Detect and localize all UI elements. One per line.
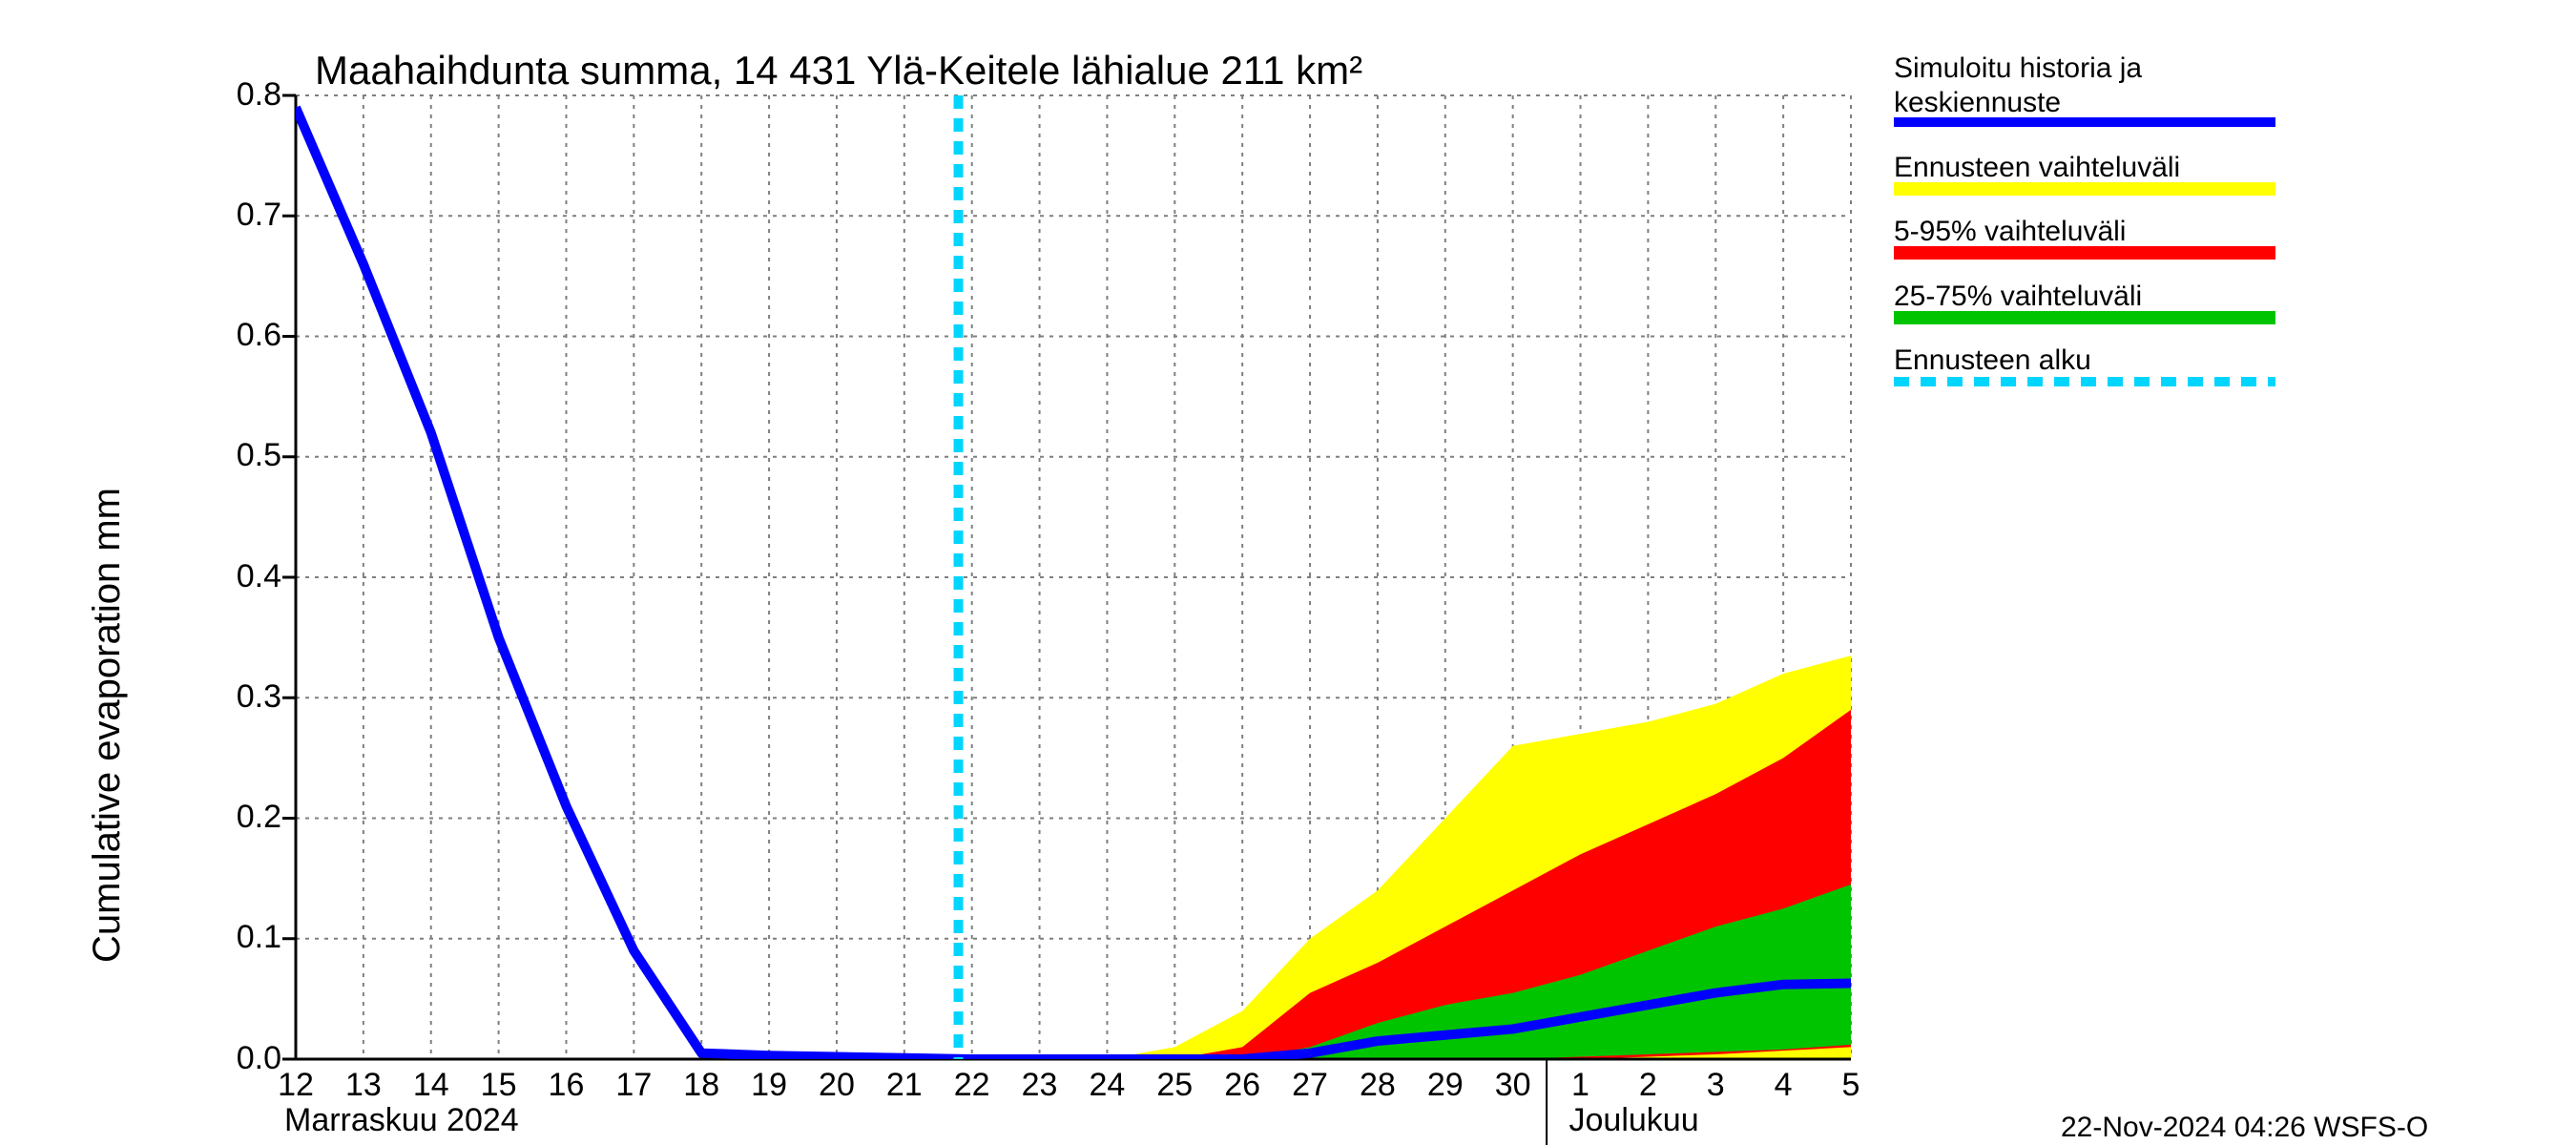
- x-tick-label: 23: [1011, 1067, 1069, 1104]
- x-tick-label: 20: [808, 1067, 865, 1104]
- y-tick-label: 0.5: [196, 437, 281, 474]
- legend-label: keskiennuste: [1894, 87, 2061, 119]
- x-tick-label: 18: [673, 1067, 730, 1104]
- y-tick-label: 0.6: [196, 317, 281, 354]
- plot-area: [0, 0, 2576, 1145]
- y-tick-label: 0.1: [196, 919, 281, 956]
- legend-line: [1894, 117, 2275, 127]
- x-tick-label: 5: [1822, 1067, 1880, 1104]
- x-tick-label: 22: [944, 1067, 1001, 1104]
- x-tick-label: 13: [335, 1067, 392, 1104]
- x-tick-label: 3: [1687, 1067, 1744, 1104]
- x-tick-label: 16: [537, 1067, 594, 1104]
- x-tick-label: 17: [605, 1067, 662, 1104]
- month-label: Marraskuu 2024: [284, 1102, 519, 1139]
- x-tick-label: 12: [267, 1067, 324, 1104]
- y-tick-label: 0.4: [196, 558, 281, 595]
- x-tick-label: 4: [1755, 1067, 1812, 1104]
- x-tick-label: 14: [403, 1067, 460, 1104]
- x-tick-label: 30: [1485, 1067, 1542, 1104]
- x-tick-label: 28: [1349, 1067, 1406, 1104]
- legend-swatch: [1894, 246, 2275, 260]
- legend-label: Ennusteen vaihteluväli: [1894, 152, 2180, 184]
- y-tick-label: 0.2: [196, 799, 281, 836]
- x-tick-label: 2: [1619, 1067, 1676, 1104]
- month-label-en: December: [1569, 1140, 1719, 1145]
- legend-swatch: [1894, 182, 2275, 196]
- legend-label: 5-95% vaihteluväli: [1894, 216, 2126, 248]
- y-tick-label: 0.3: [196, 678, 281, 716]
- legend-label: 25-75% vaihteluväli: [1894, 281, 2142, 313]
- x-tick-label: 29: [1417, 1067, 1474, 1104]
- x-tick-label: 27: [1281, 1067, 1339, 1104]
- legend-dash: [1894, 375, 2275, 388]
- x-tick-label: 1: [1552, 1067, 1610, 1104]
- x-tick-label: 21: [876, 1067, 933, 1104]
- x-tick-label: 15: [470, 1067, 528, 1104]
- legend-swatch: [1894, 311, 2275, 324]
- x-tick-label: 24: [1078, 1067, 1135, 1104]
- x-tick-label: 19: [740, 1067, 798, 1104]
- y-tick-label: 0.8: [196, 76, 281, 114]
- x-tick-label: 26: [1214, 1067, 1271, 1104]
- month-label: Joulukuu: [1569, 1102, 1699, 1139]
- month-label-en: November: [284, 1140, 434, 1145]
- y-tick-label: 0.7: [196, 197, 281, 234]
- legend-label: Simuloitu historia ja: [1894, 52, 2142, 85]
- legend-label: Ennusteen alku: [1894, 344, 2091, 377]
- x-tick-label: 25: [1146, 1067, 1203, 1104]
